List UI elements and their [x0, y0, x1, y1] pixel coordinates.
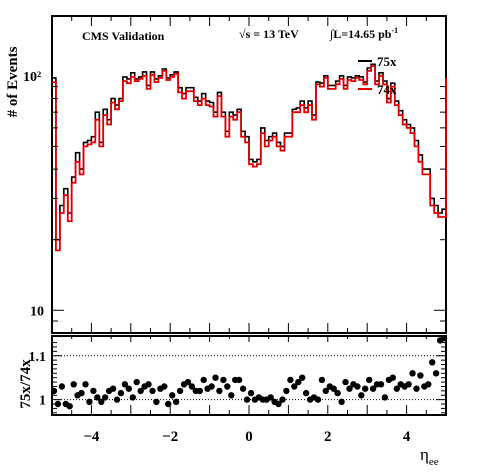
ratio-point	[228, 392, 235, 399]
legend-label-74x: 74x	[377, 82, 397, 97]
ratio-point	[129, 394, 136, 401]
ratio-point	[133, 378, 140, 386]
ratio-point	[346, 385, 353, 392]
ratio-ytick-label: 1	[39, 394, 46, 409]
ratio-point	[54, 400, 62, 408]
main-ytick-label: 10	[30, 304, 44, 319]
series-75x	[52, 63, 447, 241]
ratio-point	[302, 389, 310, 397]
ratio-point	[295, 378, 302, 386]
ratio-point	[366, 376, 373, 384]
ratio-point	[291, 383, 298, 390]
ratio-point	[279, 396, 286, 403]
ratio-xtick-label: 0	[245, 429, 253, 445]
ratio-point	[125, 385, 132, 392]
lumi-label: ∫L=14.65 pb-1	[329, 26, 398, 41]
ratio-point	[220, 376, 227, 384]
ratio-point	[425, 381, 432, 388]
ratio-point	[429, 359, 436, 366]
ratio-point	[354, 383, 361, 390]
ratio-point	[212, 374, 219, 381]
legend-label-75x: 75x	[377, 54, 397, 69]
ratio-point	[169, 392, 176, 399]
ratio-point	[66, 403, 73, 410]
ratio-point	[117, 389, 125, 397]
ratio-point	[381, 394, 389, 401]
ratio-xtick-label: 2	[324, 429, 332, 445]
ratio-point	[94, 394, 101, 401]
ratio-point	[338, 398, 345, 405]
ratio-point	[145, 381, 152, 388]
ratio-point	[102, 394, 109, 401]
ratio-point	[287, 376, 294, 384]
ratio-point	[432, 370, 440, 377]
ratio-point	[200, 376, 207, 384]
ratio-point	[208, 383, 215, 390]
ratio-point	[314, 396, 322, 403]
ratio-point	[362, 385, 369, 392]
ratio-plot: 1 1.1 −4 −2 0 2 4	[29, 335, 448, 445]
ratio-ylabel: 75x/74x	[18, 359, 34, 409]
main-ytick-label: 10²	[23, 70, 41, 85]
ratio-point	[247, 389, 255, 397]
ratio-point	[330, 385, 337, 392]
header-label: CMS Validation	[82, 29, 165, 43]
ratio-point	[409, 370, 416, 377]
ratio-point	[58, 383, 66, 390]
main-plot: 10 10²	[23, 15, 447, 334]
ratio-point	[98, 398, 105, 405]
series-74x	[52, 65, 447, 252]
ratio-point	[413, 385, 420, 392]
ratio-xtick-label: −4	[83, 429, 100, 445]
ratio-point	[216, 387, 223, 395]
ratio-point	[82, 381, 89, 388]
ratio-point	[224, 383, 231, 390]
main-ylabel: # of Events	[5, 46, 21, 117]
ratio-point	[137, 387, 144, 395]
ratio-point	[184, 378, 192, 386]
ratio-point	[239, 385, 247, 392]
ratio-point	[369, 385, 377, 392]
ratio-point	[389, 374, 396, 381]
ratio-point	[417, 372, 424, 379]
ratio-point	[405, 381, 412, 388]
ratio-point	[172, 398, 180, 405]
ratio-point	[275, 400, 282, 408]
ratio-ytick-label: 1.1	[29, 350, 47, 365]
legend: 75x 74x	[358, 54, 397, 97]
ratio-point	[113, 396, 121, 403]
ratio-xtick-label: −2	[162, 429, 178, 445]
ratio-point	[188, 383, 196, 390]
ratio-point	[243, 396, 251, 403]
ratio-xtick-label: 4	[403, 429, 411, 445]
ratio-point	[358, 392, 365, 399]
ratio-point	[161, 383, 168, 390]
ratio-xlabel: ηee	[420, 445, 439, 468]
energy-label: √s = 13 TeV	[239, 27, 299, 41]
ratio-point	[70, 381, 77, 388]
ratio-point	[377, 381, 385, 388]
ratio-point	[109, 385, 117, 392]
ratio-point	[78, 389, 85, 397]
ratio-point	[283, 387, 290, 395]
ratio-point	[176, 387, 184, 395]
ratio-point	[318, 376, 326, 384]
ratio-point	[393, 385, 400, 392]
ratio-point	[267, 394, 274, 401]
ratio-point	[121, 381, 129, 388]
ratio-point	[196, 387, 203, 395]
ratio-point	[322, 387, 329, 395]
ratio-point	[149, 387, 156, 395]
ratio-point	[86, 398, 93, 405]
ratio-point	[235, 376, 243, 384]
ratio-point	[90, 387, 97, 395]
ratio-point	[342, 378, 349, 386]
ratio-point	[334, 389, 341, 397]
ratio-point	[299, 374, 306, 381]
ratio-point	[153, 398, 160, 405]
